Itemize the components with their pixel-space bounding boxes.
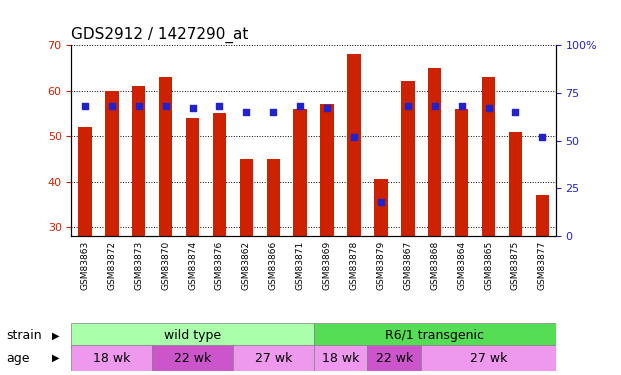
Bar	[347, 54, 361, 236]
Text: GSM83879: GSM83879	[376, 240, 386, 290]
Bar	[401, 81, 414, 236]
Bar	[159, 77, 172, 236]
Point	[349, 134, 359, 140]
Text: GSM83866: GSM83866	[269, 240, 278, 290]
Bar	[266, 159, 280, 236]
Text: GSM83877: GSM83877	[538, 240, 547, 290]
Text: GSM83875: GSM83875	[511, 240, 520, 290]
Bar	[368, 345, 421, 371]
Text: GSM83863: GSM83863	[80, 240, 89, 290]
Point	[107, 103, 117, 109]
Bar	[212, 113, 226, 236]
Point	[295, 103, 305, 109]
Text: GSM83868: GSM83868	[430, 240, 439, 290]
Point	[376, 199, 386, 205]
Bar	[71, 322, 314, 349]
Bar	[509, 132, 522, 236]
Point	[322, 105, 332, 111]
Text: 22 wk: 22 wk	[376, 352, 413, 364]
Point	[537, 134, 547, 140]
Point	[242, 109, 252, 115]
Text: GSM83878: GSM83878	[350, 240, 358, 290]
Text: GSM83862: GSM83862	[242, 240, 251, 290]
Text: GSM83864: GSM83864	[457, 240, 466, 290]
Bar	[482, 77, 495, 236]
Point	[161, 103, 171, 109]
Text: GSM83869: GSM83869	[322, 240, 332, 290]
Text: GSM83867: GSM83867	[403, 240, 412, 290]
Bar	[132, 86, 145, 236]
Text: GSM83874: GSM83874	[188, 240, 197, 290]
Bar	[294, 109, 307, 236]
Text: 27 wk: 27 wk	[255, 352, 292, 364]
Bar	[152, 345, 233, 371]
Bar	[428, 68, 442, 236]
Bar	[374, 179, 388, 236]
Point	[214, 103, 224, 109]
Point	[430, 103, 440, 109]
Text: GSM83871: GSM83871	[296, 240, 305, 290]
Bar	[421, 345, 556, 371]
Text: age: age	[6, 352, 30, 364]
Point	[188, 105, 197, 111]
Point	[134, 103, 143, 109]
Text: 18 wk: 18 wk	[322, 352, 359, 364]
Text: wild type: wild type	[164, 329, 221, 342]
Point	[268, 109, 278, 115]
Bar	[71, 345, 152, 371]
Text: 22 wk: 22 wk	[174, 352, 211, 364]
Point	[80, 103, 90, 109]
Text: GSM83865: GSM83865	[484, 240, 493, 290]
Text: GDS2912 / 1427290_at: GDS2912 / 1427290_at	[71, 27, 249, 43]
Bar	[320, 104, 334, 236]
Text: GSM83873: GSM83873	[134, 240, 143, 290]
Text: ▶: ▶	[52, 353, 59, 363]
Bar	[78, 127, 92, 236]
Text: 27 wk: 27 wk	[470, 352, 507, 364]
Bar	[233, 345, 314, 371]
Text: GSM83876: GSM83876	[215, 240, 224, 290]
Text: R6/1 transgenic: R6/1 transgenic	[385, 329, 484, 342]
Bar	[314, 345, 368, 371]
Point	[510, 109, 520, 115]
Bar	[105, 90, 119, 236]
Point	[403, 103, 413, 109]
Point	[484, 105, 494, 111]
Text: 18 wk: 18 wk	[93, 352, 130, 364]
Text: strain: strain	[6, 329, 42, 342]
Text: GSM83870: GSM83870	[161, 240, 170, 290]
Bar	[186, 118, 199, 236]
Bar	[535, 195, 549, 236]
Bar	[455, 109, 468, 236]
Text: GSM83872: GSM83872	[107, 240, 116, 290]
Point	[456, 103, 466, 109]
Bar	[314, 322, 556, 349]
Bar	[240, 159, 253, 236]
Text: ▶: ▶	[52, 331, 59, 340]
